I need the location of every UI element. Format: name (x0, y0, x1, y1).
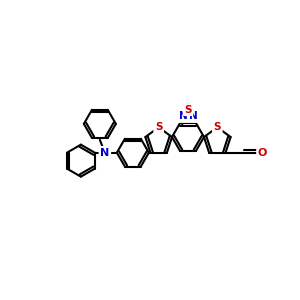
Text: S: S (184, 104, 192, 115)
Text: O: O (258, 148, 267, 158)
Text: N: N (178, 111, 188, 121)
Text: N: N (100, 148, 110, 158)
Text: N: N (189, 111, 197, 121)
Text: S: S (214, 122, 221, 132)
Text: S: S (155, 122, 162, 132)
